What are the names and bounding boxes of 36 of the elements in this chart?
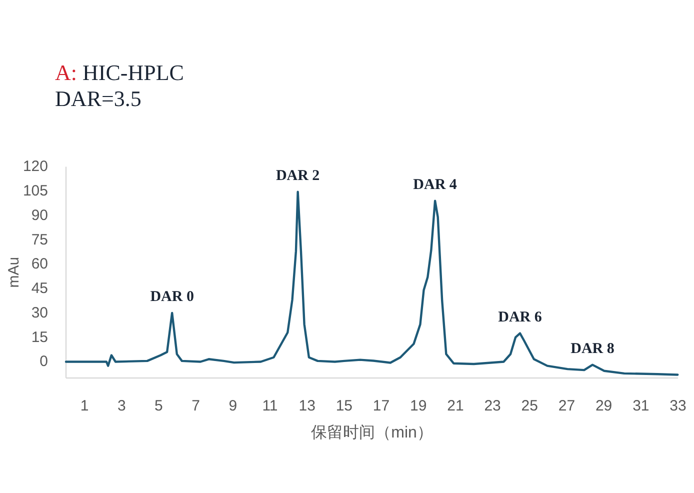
x-tick-label: 21: [447, 398, 464, 414]
annotation: DAR 2: [276, 168, 320, 184]
y-tick-label: 45: [31, 280, 48, 298]
x-tick-label: 11: [262, 398, 278, 414]
y-tick-label: 30: [31, 304, 48, 322]
y-tick-label: 90: [31, 206, 48, 224]
x-tick-label: 9: [228, 398, 238, 414]
y-axis-title: mAu: [6, 256, 22, 288]
chart-title: A: HIC-HPLC: [55, 60, 184, 85]
x-tick-label: 7: [192, 398, 200, 414]
y-tick-label: 60: [31, 256, 48, 273]
x-tick-label: 19: [410, 398, 427, 414]
x-tick-label: 17: [372, 398, 390, 414]
x-tick-label: 23: [484, 398, 501, 414]
y-tick-label: 105: [22, 182, 48, 200]
y-tick-label: 75: [31, 231, 48, 248]
x-tick-label: 33: [670, 398, 686, 414]
x-tick-label: 5: [154, 398, 163, 414]
x-tick-label: 3: [117, 398, 126, 414]
x-tick-label: 1: [80, 398, 89, 414]
line-series: [64, 190, 679, 376]
y-tick-label: 15: [31, 328, 48, 346]
annotation: DAR 0: [150, 288, 194, 305]
chart-subtitle: DAR=3.5: [55, 86, 142, 111]
annotation: DAR 8: [570, 340, 614, 357]
x-tick-label: 13: [298, 398, 316, 414]
annotation: DAR 4: [413, 176, 458, 193]
x-tick-label: 15: [336, 398, 353, 414]
annotation: DAR 6: [498, 309, 542, 326]
y-tick-label: 120: [22, 158, 48, 176]
x-tick-label: 27: [558, 398, 576, 414]
y-tick-label: 0: [40, 353, 48, 370]
x-tick-label: 29: [595, 398, 612, 414]
x-axis-title: 保留时间（min）: [311, 424, 433, 442]
x-tick-label: 25: [521, 398, 538, 414]
x-tick-label: 31: [632, 398, 650, 414]
